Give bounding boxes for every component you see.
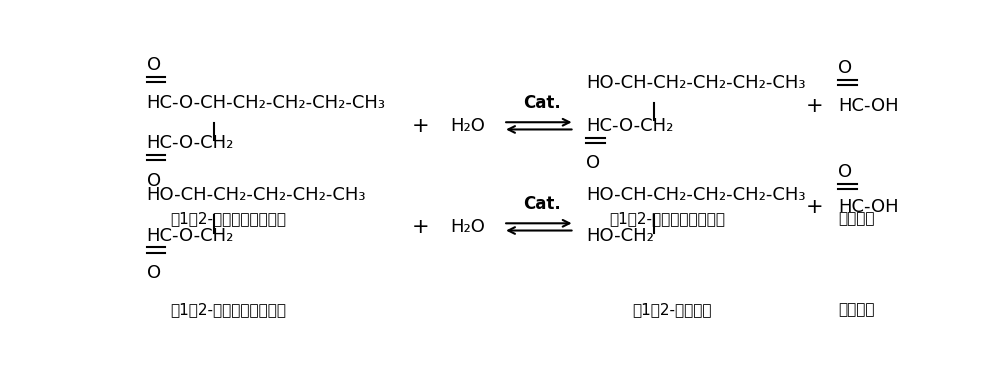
Text: （甲酸）: （甲酸）	[838, 211, 874, 226]
Text: （1，2-己二醇单甲酸酯）: （1，2-己二醇单甲酸酯）	[170, 302, 286, 317]
Text: HO-CH₂: HO-CH₂	[586, 226, 654, 244]
Text: Cat.: Cat.	[523, 195, 561, 213]
Text: H₂O: H₂O	[450, 117, 485, 135]
Text: O: O	[586, 154, 600, 172]
Text: HO-CH-CH₂-CH₂-CH₂-CH₃: HO-CH-CH₂-CH₂-CH₂-CH₃	[586, 74, 806, 92]
Text: HC-O-CH₂: HC-O-CH₂	[147, 226, 234, 244]
Text: （1，2-己二醇单甲酸酯）: （1，2-己二醇单甲酸酯）	[609, 211, 725, 226]
Text: O: O	[838, 163, 852, 181]
Text: Cat.: Cat.	[523, 94, 561, 112]
Text: HC-OH: HC-OH	[838, 198, 899, 216]
Text: （甲酸）: （甲酸）	[838, 302, 874, 317]
Text: HO-CH-CH₂-CH₂-CH₂-CH₃: HO-CH-CH₂-CH₂-CH₂-CH₃	[586, 186, 806, 204]
Text: HC-O-CH₂: HC-O-CH₂	[147, 134, 234, 152]
Text: HC-O-CH₂: HC-O-CH₂	[586, 117, 674, 135]
Text: （1，2-己二醇二甲酸酯）: （1，2-己二醇二甲酸酯）	[170, 211, 286, 226]
Text: O: O	[147, 56, 161, 74]
Text: HO-CH-CH₂-CH₂-CH₂-CH₃: HO-CH-CH₂-CH₂-CH₂-CH₃	[147, 186, 366, 204]
Text: O: O	[147, 172, 161, 190]
Text: +: +	[805, 96, 823, 116]
Text: +: +	[412, 217, 429, 237]
Text: H₂O: H₂O	[450, 218, 485, 236]
Text: HC-OH: HC-OH	[838, 97, 899, 115]
Text: +: +	[805, 197, 823, 217]
Text: O: O	[147, 264, 161, 282]
Text: （1，2-己二醇）: （1，2-己二醇）	[633, 302, 712, 317]
Text: +: +	[412, 116, 429, 136]
Text: HC-O-CH-CH₂-CH₂-CH₂-CH₃: HC-O-CH-CH₂-CH₂-CH₂-CH₃	[147, 94, 386, 112]
Text: O: O	[838, 59, 852, 77]
